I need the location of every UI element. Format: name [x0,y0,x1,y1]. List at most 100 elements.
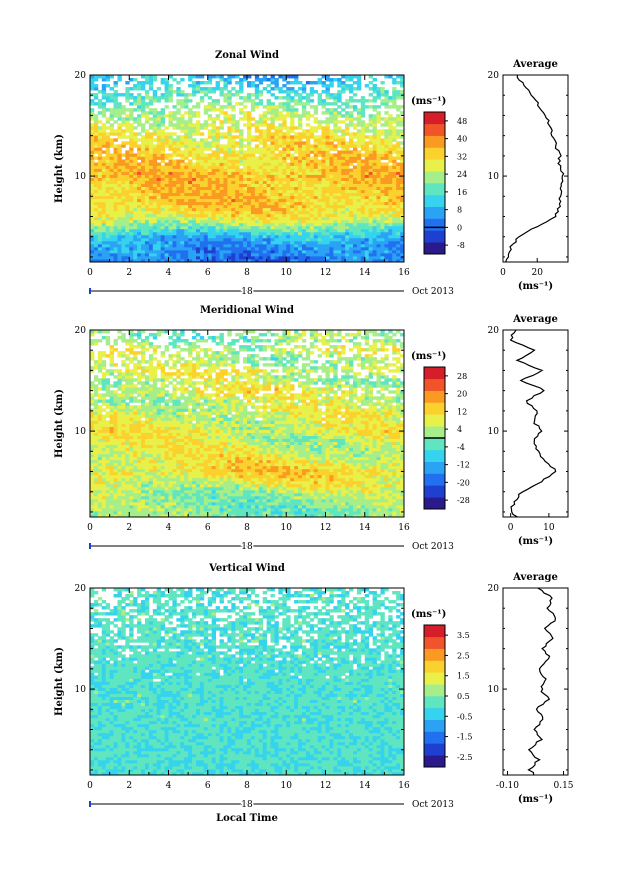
heatmap-cell [223,201,228,206]
heatmap-cell [152,222,158,227]
heatmap-cell [392,180,397,184]
heatmap-cell [305,219,311,224]
heatmap-cell [313,504,319,509]
heatmap-cell [376,216,381,221]
heatmap-cell [266,237,271,242]
heatmap-cell [188,498,193,503]
heatmap-cell [164,93,169,97]
heatmap-cell [192,156,197,160]
heatmap-cell [93,171,99,175]
heatmap-cell [148,198,154,203]
heatmap-cell [148,507,154,512]
heatmap-cell [141,201,146,206]
heatmap-cell [156,150,162,154]
heatmap-cell [164,504,169,509]
heatmap-cell [321,225,326,230]
heatmap-cell [325,84,330,88]
heatmap-cell [137,186,142,191]
heatmap-cell [152,507,158,512]
heatmap-cell [301,243,307,248]
heatmap-cell [317,162,322,166]
heatmap-cell [129,210,134,215]
heatmap-cell [317,153,322,157]
heatmap-cell [90,189,95,194]
heatmap-cell [396,207,401,212]
heatmap-cell [360,249,366,254]
heatmap-cell [199,222,205,227]
heatmap-cell [258,99,264,103]
heatmap-cell [227,498,232,503]
heatmap-cell [199,150,205,154]
heatmap-cell [352,168,358,172]
heatmap-cell [388,252,393,257]
heatmap-cell [160,225,165,230]
heatmap-cell [345,144,350,148]
heatmap-cell [325,111,330,115]
heatmap-cell [239,180,244,184]
heatmap-cell [282,252,287,257]
heatmap-cell [313,192,319,197]
heatmap-cell [301,198,307,203]
heatmap-cell [121,159,126,163]
heatmap-cell [90,237,95,242]
heatmap-cell [356,162,362,166]
heatmap-cell [250,501,256,506]
heatmap-cell [109,495,114,500]
heatmap-cell [184,183,189,187]
heatmap-cell [113,186,118,191]
heatmap-cell [121,258,126,263]
heatmap-cell [195,237,201,242]
heatmap-cell [141,237,146,242]
heatmap-cell [231,219,236,224]
heatmap-cell [286,90,291,94]
heatmap-cell [266,180,271,184]
heatmap-cell [254,204,260,209]
heatmap-cell [172,198,177,203]
heatmap-cell [195,192,201,197]
heatmap-cell [227,150,232,154]
heatmap-cell [125,243,130,248]
heatmap-cell [282,135,287,139]
heatmap-cell [195,222,201,227]
heatmap-cell [278,252,283,257]
heatmap-cell [349,237,354,242]
heatmap-cell [141,111,146,115]
heatmap-cell [349,135,354,139]
heatmap-cell [290,210,295,215]
heatmap-cell [231,120,236,124]
heatmap-cell [301,186,307,191]
heatmap-cell [372,510,377,515]
heatmap-cell [384,189,389,194]
heatmap-cell [90,498,95,503]
heatmap-cell [313,237,319,242]
heatmap-cell [184,510,189,515]
heatmap-cell [227,117,232,121]
heatmap-cell [345,510,350,515]
heatmap-cell [180,174,185,178]
heatmap-cell [305,99,311,103]
heatmap-cell [286,258,291,263]
heatmap-cell [141,75,146,79]
heatmap-cell [294,99,299,103]
heatmap-cell [133,213,138,218]
heatmap-cell [223,114,228,118]
heatmap-cell [105,498,111,503]
heatmap-cell [349,207,354,212]
heatmap-cell [207,216,213,221]
heatmap-cell [133,144,138,148]
heatmap-cell [227,153,232,157]
heatmap-cell [356,138,362,142]
heatmap-cell [141,498,146,503]
heatmap-cell [93,234,99,239]
heatmap-cell [274,183,279,187]
heatmap-cell [337,504,342,509]
heatmap-cell [144,204,150,209]
heatmap-cell [270,126,275,130]
heatmap-cell [180,219,185,224]
heatmap-cell [121,210,126,215]
heatmap-cell [356,108,362,112]
heatmap-cell [290,183,295,187]
heatmap-cell [93,246,99,251]
heatmap-cell [352,246,358,251]
heatmap-cell [321,204,326,209]
